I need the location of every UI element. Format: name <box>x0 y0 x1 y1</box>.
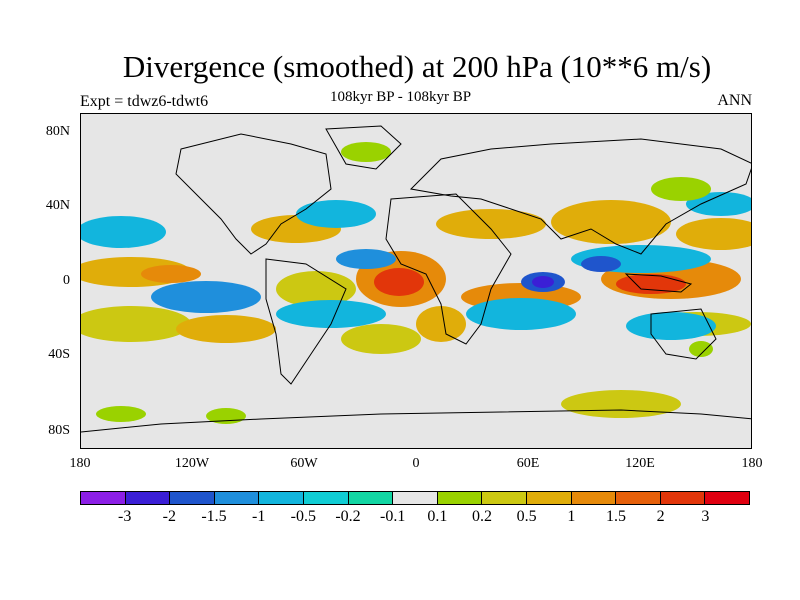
colorbar-swatch <box>348 492 394 504</box>
experiment-label: Expt = tdwz6-tdwt6 <box>80 93 209 110</box>
lon-label: 120W <box>174 456 210 471</box>
colorbar-swatch <box>170 492 215 504</box>
blob <box>176 315 276 343</box>
lon-label: 180 <box>741 456 763 471</box>
coastline <box>409 138 751 255</box>
colorbar-swatch <box>303 492 349 504</box>
lat-label: 40N <box>45 198 70 213</box>
colorbar-tick-label: -1 <box>251 508 266 525</box>
colorbar-tick-label: 1.5 <box>606 508 626 525</box>
blob <box>551 200 671 244</box>
colorbar-swatch <box>259 492 304 504</box>
lon-label: 0 <box>412 456 420 471</box>
colorbar-tick-label: 0.1 <box>427 508 448 525</box>
lon-label: 60W <box>290 456 318 471</box>
blob <box>686 192 751 216</box>
colorbar-tick-label: 0.5 <box>516 508 537 525</box>
period-label: 108kyr BP - 108kyr BP <box>330 89 472 105</box>
blob <box>561 390 681 418</box>
blob <box>676 218 751 250</box>
coastline <box>175 133 332 255</box>
coastline <box>81 409 751 433</box>
blob <box>96 406 146 422</box>
blob <box>276 271 356 307</box>
colorbar-swatch <box>616 492 661 504</box>
blob <box>141 265 201 283</box>
divergence-blobs <box>81 142 751 424</box>
coastline <box>385 193 512 345</box>
colorbar-tick-label: 0.2 <box>472 508 492 525</box>
coastline <box>325 125 402 170</box>
blob <box>81 306 191 342</box>
blob <box>689 341 713 357</box>
colorbar-swatch <box>125 492 171 504</box>
colorbar-swatch <box>660 492 706 504</box>
colorbar-tick-label: -0.1 <box>379 508 406 525</box>
blob <box>616 274 686 294</box>
blob <box>81 216 166 248</box>
lat-label: 40S <box>48 347 70 362</box>
colorbar-swatch <box>571 492 617 504</box>
colorbar-swatch <box>81 492 126 504</box>
divergence-field <box>81 114 751 448</box>
colorbar-tick-label: 2 <box>656 508 665 525</box>
colorbar-swatch <box>393 492 438 504</box>
colorbar-swatch <box>214 492 260 504</box>
coastline <box>265 258 347 385</box>
lat-label: 80N <box>45 124 70 139</box>
colorbar-tick-label: -0.5 <box>290 508 316 525</box>
colorbar-swatch <box>437 492 483 504</box>
season-label: ANN <box>717 92 752 109</box>
colorbar-tick-label: -2 <box>162 508 176 525</box>
colorbar-tick-label: -3 <box>117 508 132 525</box>
lat-label: 80S <box>48 423 70 438</box>
blob <box>466 298 576 330</box>
blob <box>416 306 466 342</box>
lon-label: 180 <box>69 456 91 471</box>
blob <box>436 209 546 239</box>
colorbar-tick-label: -0.2 <box>335 508 361 525</box>
blob <box>651 177 711 201</box>
colorbar-swatch <box>526 492 572 504</box>
coastlines <box>81 125 751 433</box>
colorbar-swatch <box>482 492 527 504</box>
coastline <box>624 273 693 293</box>
blob <box>341 142 391 162</box>
blob <box>532 276 554 288</box>
blob <box>296 200 376 228</box>
chart-title: Divergence (smoothed) at 200 hPa (10**6 … <box>122 49 712 84</box>
blob <box>276 300 386 328</box>
coastline <box>650 308 717 360</box>
map-panel <box>80 113 752 449</box>
blob <box>151 281 261 313</box>
colorbar-swatch <box>705 492 749 504</box>
lat-label: 0 <box>63 273 70 288</box>
blob <box>581 256 621 272</box>
blob <box>336 249 396 269</box>
blob <box>626 312 716 340</box>
lon-label: 60E <box>516 456 540 471</box>
colorbar-tick-label: 3 <box>701 508 710 525</box>
blob <box>374 268 424 296</box>
colorbar <box>80 491 750 505</box>
lon-label: 120E <box>625 456 655 471</box>
colorbar-tick-label: -1.5 <box>201 508 227 525</box>
blob <box>341 324 421 354</box>
colorbar-tick-label: 1 <box>567 508 576 525</box>
